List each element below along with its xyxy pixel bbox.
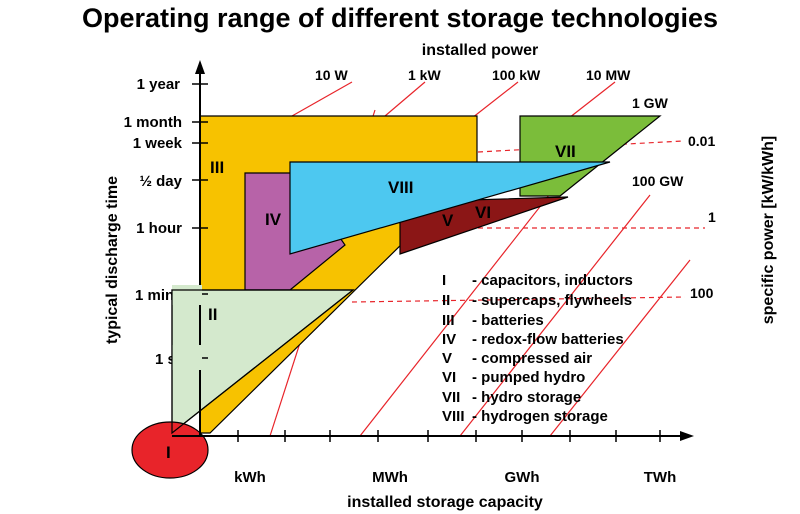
power-label: 100 kW — [492, 67, 541, 83]
legend-num: V — [442, 350, 452, 367]
x-ticks — [237, 430, 661, 442]
legend-num: I — [442, 272, 446, 289]
y-tick-label: 1 year — [137, 76, 181, 93]
y-tick-label: 1 s — [155, 351, 176, 368]
specific-power-label: specific power [kW/kWh] — [760, 136, 777, 324]
specific-power-value: 100 — [690, 285, 714, 301]
region-label-v: V — [442, 211, 454, 230]
legend-text: - capacitors, inductors — [472, 272, 633, 289]
y-axis-label: typical discharge time — [104, 176, 121, 344]
power-line-1kw — [384, 81, 426, 117]
power-line-10w — [291, 81, 353, 117]
power-label: 100 GW — [632, 173, 684, 189]
power-label: 1 GW — [632, 95, 669, 111]
region-viii-hydrogen — [289, 161, 611, 255]
legend-num: III — [442, 312, 455, 329]
y-tick-labels: 1 year 1 month 1 week ½ day 1 hour — [124, 76, 183, 237]
y-tick-label: 1 min — [135, 287, 174, 304]
power-axis-label: installed power — [422, 42, 538, 59]
legend-text: - pumped hydro — [472, 369, 585, 386]
y-tick-label: 1 month — [124, 114, 182, 131]
legend-num: II — [442, 292, 450, 309]
power-line-100kw — [471, 81, 519, 119]
legend-num: VIII — [442, 408, 465, 425]
legend-text: - compressed air — [472, 350, 592, 367]
power-label: 10 W — [315, 67, 348, 83]
region-label-iv: IV — [265, 210, 282, 229]
region-label-viii: VIII — [388, 178, 414, 197]
x-axis-label: installed storage capacity — [347, 494, 543, 511]
region-label-iii: III — [210, 158, 224, 177]
legend-text: - supercaps, flywheels — [472, 292, 632, 309]
x-tick-label: TWh — [644, 469, 676, 486]
y-tick-label: ½ day — [139, 173, 182, 190]
legend-num: VII — [442, 389, 460, 406]
region-label-ii: II — [208, 305, 217, 324]
region-label-vii: VII — [555, 142, 576, 161]
region-ii-outline — [171, 289, 355, 435]
x-tick-label: kWh — [234, 469, 266, 486]
label-clip-2 — [172, 345, 202, 370]
legend-text: - hydro storage — [472, 389, 581, 406]
power-label: 10 MW — [586, 67, 631, 83]
legend: I - capacitors, inductors II - supercaps… — [442, 272, 633, 425]
legend-text: - batteries — [472, 312, 544, 329]
legend-text: - redox-flow batteries — [472, 331, 624, 348]
x-tick-label: GWh — [505, 469, 540, 486]
axes — [172, 70, 686, 437]
specific-power-value: 0.01 — [688, 133, 715, 149]
region-label-vi: VI — [475, 203, 491, 222]
label-clip-1 — [172, 285, 202, 305]
x-tick-label: MWh — [372, 469, 408, 486]
y-axis-arrow — [195, 60, 205, 74]
legend-text: - hydrogen storage — [472, 408, 608, 425]
x-axis-arrow — [680, 431, 694, 441]
diagram-title: Operating range of different storage tec… — [82, 3, 718, 33]
specific-power-value: 1 — [708, 209, 716, 225]
power-label: 1 kW — [408, 67, 441, 83]
y-tick-label: 1 hour — [136, 220, 182, 237]
y-tick-label: 1 week — [133, 135, 183, 152]
legend-num: VI — [442, 369, 456, 386]
region-label-i: I — [166, 443, 171, 462]
legend-num: IV — [442, 331, 456, 348]
